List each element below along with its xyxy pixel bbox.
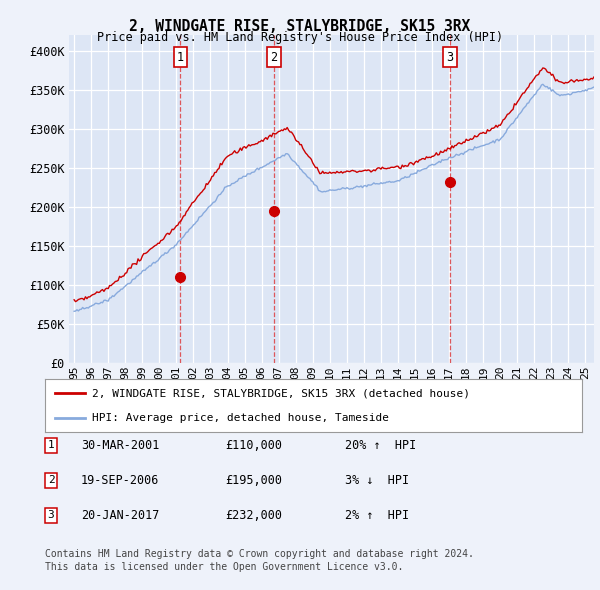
Text: 3: 3 bbox=[47, 510, 55, 520]
Text: 2% ↑  HPI: 2% ↑ HPI bbox=[345, 509, 409, 522]
Text: 2, WINDGATE RISE, STALYBRIDGE, SK15 3RX (detached house): 2, WINDGATE RISE, STALYBRIDGE, SK15 3RX … bbox=[92, 388, 470, 398]
Text: £195,000: £195,000 bbox=[225, 474, 282, 487]
Text: 20-JAN-2017: 20-JAN-2017 bbox=[81, 509, 160, 522]
Text: £110,000: £110,000 bbox=[225, 439, 282, 452]
Text: 1: 1 bbox=[47, 441, 55, 450]
Text: 20% ↑  HPI: 20% ↑ HPI bbox=[345, 439, 416, 452]
Text: HPI: Average price, detached house, Tameside: HPI: Average price, detached house, Tame… bbox=[92, 412, 389, 422]
Text: Price paid vs. HM Land Registry's House Price Index (HPI): Price paid vs. HM Land Registry's House … bbox=[97, 31, 503, 44]
Text: 2: 2 bbox=[270, 51, 277, 64]
Text: 1: 1 bbox=[177, 51, 184, 64]
Text: 30-MAR-2001: 30-MAR-2001 bbox=[81, 439, 160, 452]
Text: 3: 3 bbox=[446, 51, 454, 64]
Text: 2: 2 bbox=[47, 476, 55, 485]
Text: Contains HM Land Registry data © Crown copyright and database right 2024.: Contains HM Land Registry data © Crown c… bbox=[45, 549, 474, 559]
Text: 2, WINDGATE RISE, STALYBRIDGE, SK15 3RX: 2, WINDGATE RISE, STALYBRIDGE, SK15 3RX bbox=[130, 19, 470, 34]
Text: £232,000: £232,000 bbox=[225, 509, 282, 522]
Text: 19-SEP-2006: 19-SEP-2006 bbox=[81, 474, 160, 487]
Text: 3% ↓  HPI: 3% ↓ HPI bbox=[345, 474, 409, 487]
Text: This data is licensed under the Open Government Licence v3.0.: This data is licensed under the Open Gov… bbox=[45, 562, 403, 572]
